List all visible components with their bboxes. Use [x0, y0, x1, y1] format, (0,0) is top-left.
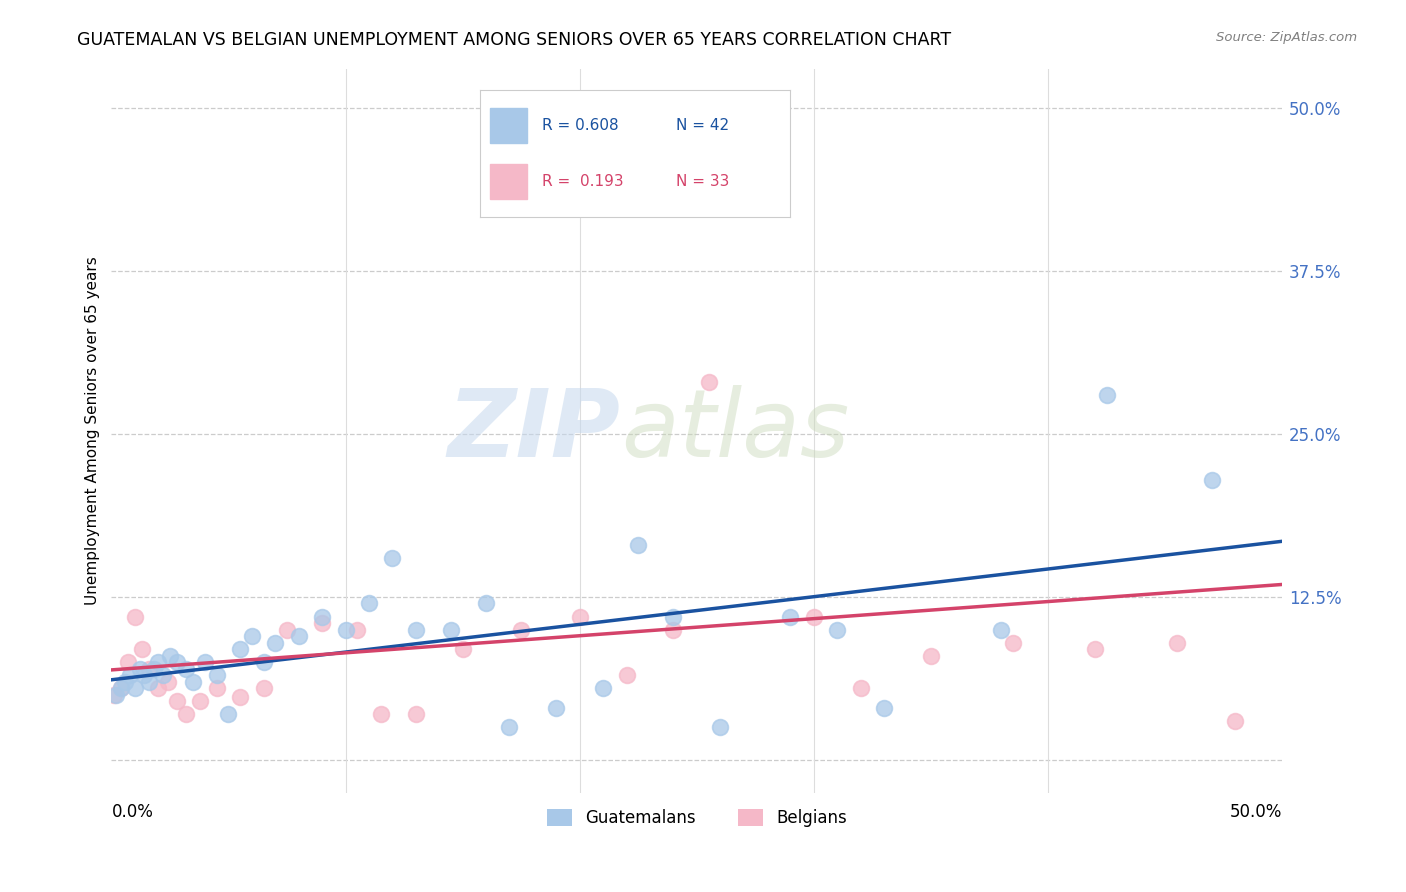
Point	[346, 623, 368, 637]
Point	[134, 668, 156, 682]
Point	[148, 655, 170, 669]
Point	[218, 707, 240, 722]
Point	[568, 609, 591, 624]
Point	[124, 681, 146, 696]
Point	[252, 655, 274, 669]
Text: atlas: atlas	[620, 385, 849, 476]
Point	[110, 681, 132, 696]
Point	[166, 655, 188, 669]
Point	[873, 701, 896, 715]
Point	[662, 623, 685, 637]
Point	[311, 609, 333, 624]
Point	[176, 707, 198, 722]
Point	[142, 662, 165, 676]
Point	[103, 688, 125, 702]
Point	[183, 674, 205, 689]
Point	[709, 720, 731, 734]
Point	[697, 375, 720, 389]
Text: 50.0%: 50.0%	[1230, 803, 1282, 822]
Point	[124, 609, 146, 624]
Legend: Guatemalans, Belgians: Guatemalans, Belgians	[538, 800, 855, 835]
Point	[849, 681, 872, 696]
Text: 0.0%: 0.0%	[111, 803, 153, 822]
Point	[159, 648, 181, 663]
Point	[1166, 635, 1188, 649]
Point	[152, 668, 174, 682]
Point	[1201, 473, 1223, 487]
Point	[194, 655, 217, 669]
Point	[229, 642, 252, 657]
Point	[138, 662, 160, 676]
Point	[229, 690, 252, 705]
Point	[335, 623, 357, 637]
Point	[190, 694, 212, 708]
Point	[156, 674, 179, 689]
Point	[779, 609, 801, 624]
Point	[756, 178, 779, 193]
Text: ZIP: ZIP	[449, 384, 620, 476]
Point	[148, 681, 170, 696]
Point	[920, 648, 942, 663]
Point	[117, 655, 139, 669]
Point	[128, 662, 150, 676]
Point	[405, 623, 427, 637]
Point	[240, 629, 263, 643]
Point	[510, 623, 533, 637]
Point	[370, 707, 392, 722]
Point	[252, 681, 274, 696]
Point	[451, 642, 474, 657]
Point	[498, 720, 520, 734]
Point	[276, 623, 298, 637]
Point	[1001, 635, 1024, 649]
Point	[1095, 387, 1118, 401]
Point	[1225, 714, 1247, 728]
Point	[205, 681, 228, 696]
Y-axis label: Unemployment Among Seniors over 65 years: Unemployment Among Seniors over 65 years	[86, 256, 100, 605]
Point	[1084, 642, 1107, 657]
Point	[990, 623, 1012, 637]
Point	[176, 662, 198, 676]
Point	[120, 668, 142, 682]
Point	[616, 668, 638, 682]
Point	[381, 550, 404, 565]
Text: GUATEMALAN VS BELGIAN UNEMPLOYMENT AMONG SENIORS OVER 65 YEARS CORRELATION CHART: GUATEMALAN VS BELGIAN UNEMPLOYMENT AMONG…	[77, 31, 952, 49]
Point	[287, 629, 309, 643]
Text: Source: ZipAtlas.com: Source: ZipAtlas.com	[1216, 31, 1357, 45]
Point	[662, 609, 685, 624]
Point	[110, 681, 132, 696]
Point	[405, 707, 427, 722]
Point	[440, 623, 463, 637]
Point	[627, 538, 650, 552]
Point	[205, 668, 228, 682]
Point	[105, 688, 128, 702]
Point	[803, 609, 825, 624]
Point	[138, 674, 160, 689]
Point	[546, 701, 568, 715]
Point	[114, 674, 136, 689]
Point	[166, 694, 188, 708]
Point	[827, 623, 849, 637]
Point	[357, 597, 380, 611]
Point	[131, 642, 153, 657]
Point	[264, 635, 287, 649]
Point	[475, 597, 498, 611]
Point	[592, 681, 614, 696]
Point	[311, 615, 333, 630]
